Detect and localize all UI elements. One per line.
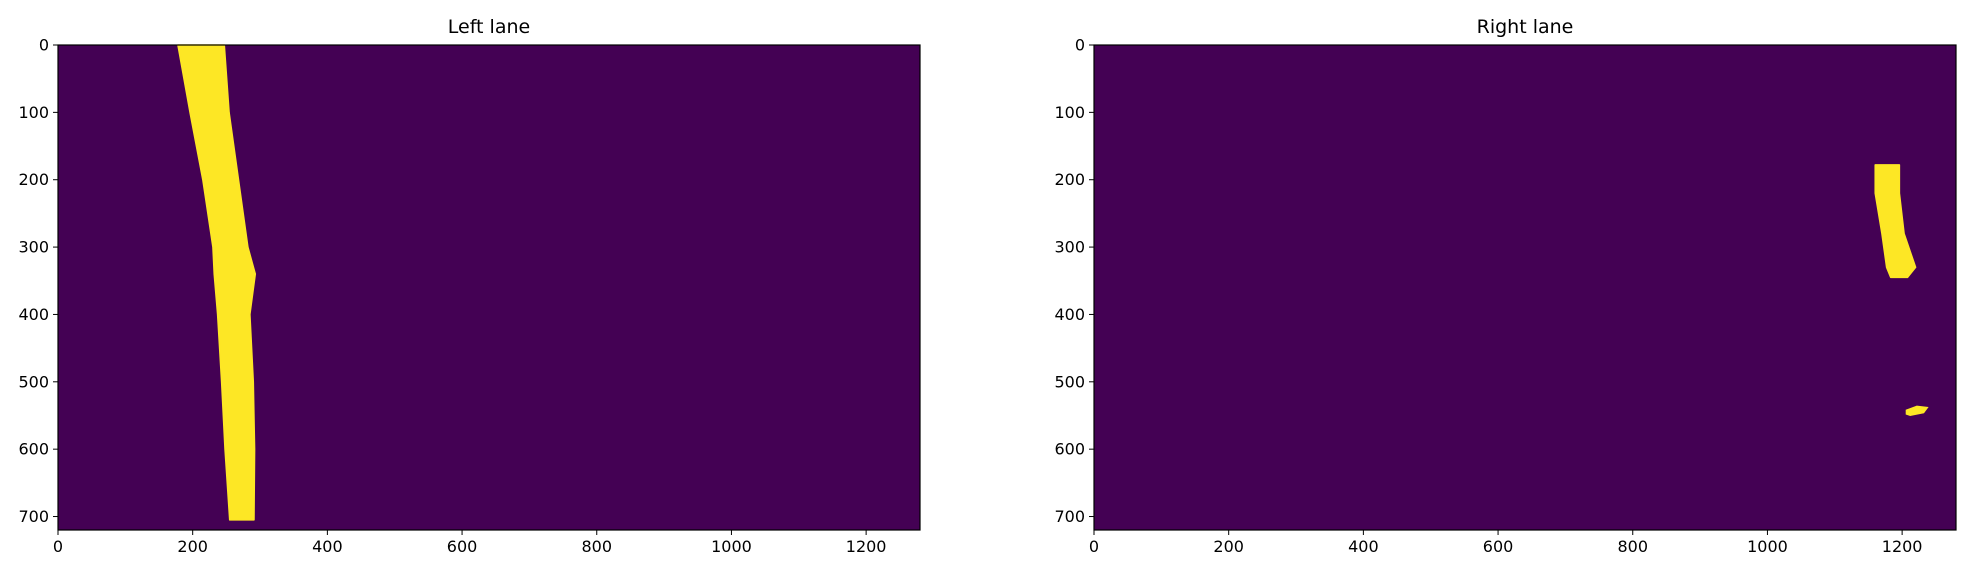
y-tick-label: 100 xyxy=(18,103,49,122)
x-tick-label: 800 xyxy=(1617,537,1648,556)
lane-pixel-region xyxy=(1874,164,1917,279)
panel-title-left-lane: Left lane xyxy=(448,16,530,38)
x-tick-label: 1200 xyxy=(1882,537,1923,556)
lane-pixels-left xyxy=(177,44,257,521)
x-tick-label: 1000 xyxy=(711,537,752,556)
lane-pixel-region xyxy=(177,44,257,521)
x-axis-left: 0 200 400 600 800 1000 1200 xyxy=(53,530,887,556)
x-axis-right: 0 200 400 600 800 1000 1200 xyxy=(1089,530,1923,556)
x-tick-label: 600 xyxy=(1483,537,1514,556)
y-tick-label: 600 xyxy=(18,440,49,459)
x-tick-label: 600 xyxy=(447,537,478,556)
lane-pixel-blob xyxy=(1905,405,1929,417)
y-tick-label: 200 xyxy=(1054,170,1085,189)
y-tick-label: 300 xyxy=(1054,238,1085,257)
x-tick-label: 800 xyxy=(581,537,612,556)
mask-background-left xyxy=(58,45,920,530)
x-tick-label: 200 xyxy=(177,537,208,556)
y-tick-label: 600 xyxy=(1054,440,1085,459)
panel-left-lane: Left lane 0 200 400 600 800 1000 1200 0 100 200 3… xyxy=(18,16,921,556)
x-tick-label: 400 xyxy=(312,537,343,556)
x-tick-label: 0 xyxy=(1089,537,1099,556)
y-tick-label: 200 xyxy=(18,170,49,189)
y-axis-right: 0 100 200 300 400 500 600 700 xyxy=(1054,36,1094,526)
x-tick-label: 1000 xyxy=(1747,537,1788,556)
lane-pixels-right xyxy=(1874,164,1929,417)
y-axis-left: 0 100 200 300 400 500 600 700 xyxy=(18,36,58,526)
panel-title-right-lane: Right lane xyxy=(1477,16,1574,38)
panel-right-lane: Right lane 0 200 400 600 800 1000 1200 0 100 200… xyxy=(1054,16,1957,556)
mask-background-right xyxy=(1094,45,1956,530)
y-tick-label: 100 xyxy=(1054,103,1085,122)
x-tick-label: 1200 xyxy=(846,537,887,556)
y-tick-label: 400 xyxy=(1054,305,1085,324)
y-tick-label: 500 xyxy=(1054,372,1085,391)
y-tick-label: 400 xyxy=(18,305,49,324)
y-tick-label: 700 xyxy=(18,507,49,526)
y-tick-label: 0 xyxy=(39,36,49,55)
x-tick-label: 0 xyxy=(53,537,63,556)
plot-frame-right xyxy=(1093,44,1957,531)
plot-frame-left xyxy=(57,44,921,531)
y-tick-label: 300 xyxy=(18,238,49,257)
y-tick-label: 700 xyxy=(1054,507,1085,526)
x-tick-label: 400 xyxy=(1348,537,1379,556)
y-tick-label: 0 xyxy=(1075,36,1085,55)
y-tick-label: 500 xyxy=(18,372,49,391)
x-tick-label: 200 xyxy=(1213,537,1244,556)
